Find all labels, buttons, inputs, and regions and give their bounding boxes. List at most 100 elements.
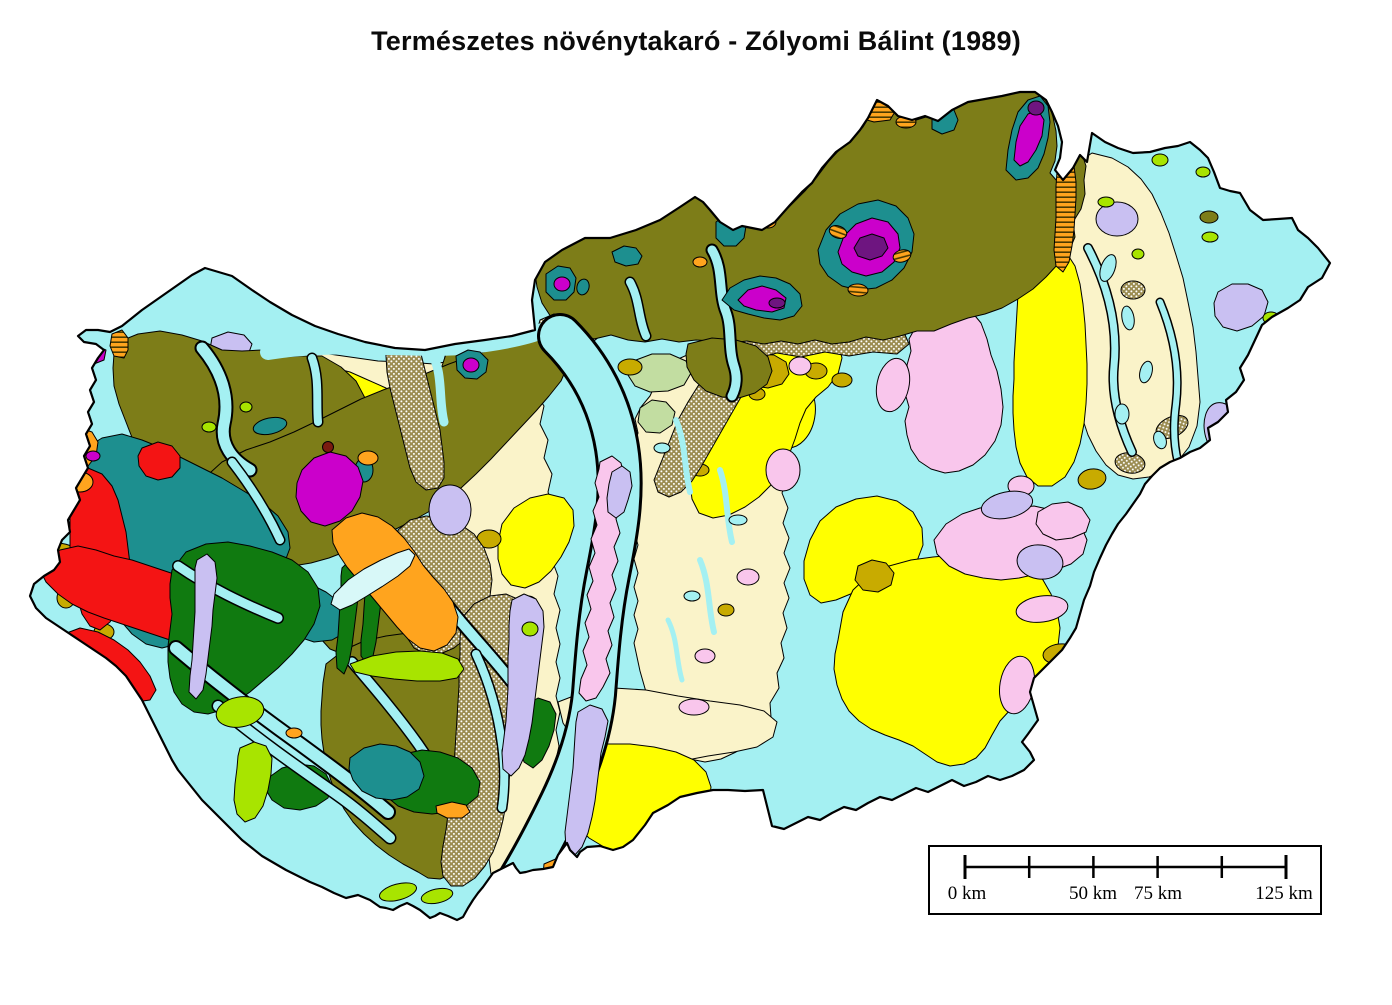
map-patch	[534, 92, 1087, 345]
map-patch	[295, 451, 364, 527]
map-patch	[1015, 595, 1069, 623]
map-patch	[606, 465, 633, 519]
scale-bar: 0 km 50 km 75 km 125 km	[928, 845, 1322, 915]
map-patch	[892, 249, 912, 263]
map-patch	[728, 514, 748, 526]
map-patch	[435, 801, 471, 819]
map-patch	[349, 650, 465, 682]
map-patch	[215, 696, 265, 728]
map-patch	[683, 590, 701, 602]
map-patch	[1095, 201, 1139, 237]
map-patch	[263, 283, 279, 295]
map-patch	[462, 357, 480, 373]
map-patch	[1099, 254, 1117, 282]
map-patch	[626, 278, 650, 340]
map-patch	[252, 416, 288, 436]
map-patch	[1199, 210, 1219, 224]
map-patch	[665, 617, 685, 683]
map-patch	[1012, 245, 1088, 487]
map-patch	[85, 450, 101, 462]
map-patch	[564, 704, 609, 857]
map-patch	[1139, 360, 1153, 384]
map-patch	[1114, 403, 1130, 425]
map-patch	[201, 421, 217, 433]
map-patch	[137, 441, 181, 481]
map-patch	[578, 455, 625, 702]
map-patch	[1013, 109, 1045, 167]
map-patch	[847, 283, 869, 297]
map-patch	[576, 278, 590, 296]
map-patch	[1097, 196, 1115, 208]
map-patch	[694, 648, 716, 664]
map-patch	[1195, 166, 1211, 178]
map-patch	[239, 401, 253, 413]
map-patch	[188, 553, 218, 700]
scale-label-50: 50 km	[1068, 883, 1118, 904]
map-patch	[228, 458, 284, 544]
map-patch	[717, 467, 735, 545]
map-patch	[379, 882, 417, 902]
map-patch	[673, 417, 693, 495]
map-patch	[1016, 544, 1064, 580]
lake-balaton	[330, 548, 416, 611]
map-patch	[385, 329, 445, 491]
map-patch	[109, 329, 129, 359]
scale-bar-ruler	[963, 855, 1288, 879]
map-patch	[980, 490, 1034, 520]
pale-green-patches	[625, 353, 692, 434]
map-patch	[1153, 430, 1167, 450]
map-patch	[653, 442, 671, 454]
map-patch	[717, 603, 735, 617]
map-patch	[611, 245, 643, 267]
map-patch	[736, 568, 760, 586]
map-patch	[472, 650, 509, 812]
western-highlands	[39, 433, 557, 845]
map-patch	[233, 741, 273, 823]
map-patch	[1035, 501, 1091, 541]
map-patch	[420, 887, 454, 905]
map-patch	[425, 345, 449, 427]
map-patch	[707, 245, 741, 401]
map-patch	[213, 701, 395, 843]
map-patch	[260, 322, 553, 360]
map-patch	[828, 225, 848, 239]
map-patch	[1151, 153, 1169, 167]
map-patch	[285, 727, 303, 739]
map-patch	[853, 233, 889, 261]
map-patch	[1131, 248, 1145, 260]
map-patch	[586, 876, 618, 902]
map-patch	[173, 561, 283, 623]
magenta-and-misc	[83, 345, 364, 527]
map-patch	[521, 621, 539, 637]
map-patch	[875, 357, 911, 413]
map-patch	[678, 698, 710, 716]
map-patch	[765, 448, 801, 492]
map-patch	[423, 300, 477, 344]
map-patch	[501, 593, 545, 777]
map-patch	[854, 559, 895, 593]
lavender-valley-bands	[428, 465, 633, 857]
map-patch	[697, 557, 717, 635]
map-patch	[1157, 299, 1181, 465]
map-patch	[428, 484, 472, 536]
scale-label-75: 75 km	[1133, 883, 1183, 904]
map-patch	[1213, 283, 1269, 332]
scale-label-0: 0 km	[947, 883, 987, 904]
map-patch	[553, 276, 571, 292]
map-patch	[1027, 100, 1045, 116]
map-title: Természetes növénytakaró - Zólyomi Bálin…	[371, 26, 1021, 56]
map-patch	[1053, 157, 1077, 273]
map-patch	[692, 256, 708, 268]
map-patch	[1121, 305, 1135, 331]
map-patch	[768, 297, 786, 309]
map-patch	[308, 354, 322, 426]
map-patch	[348, 743, 425, 801]
map-patch	[423, 266, 467, 290]
map-patch	[1120, 280, 1146, 300]
maroon-dot	[322, 441, 334, 453]
map-patch	[1077, 468, 1107, 490]
map-patch	[617, 358, 643, 376]
map-patch	[637, 399, 676, 434]
